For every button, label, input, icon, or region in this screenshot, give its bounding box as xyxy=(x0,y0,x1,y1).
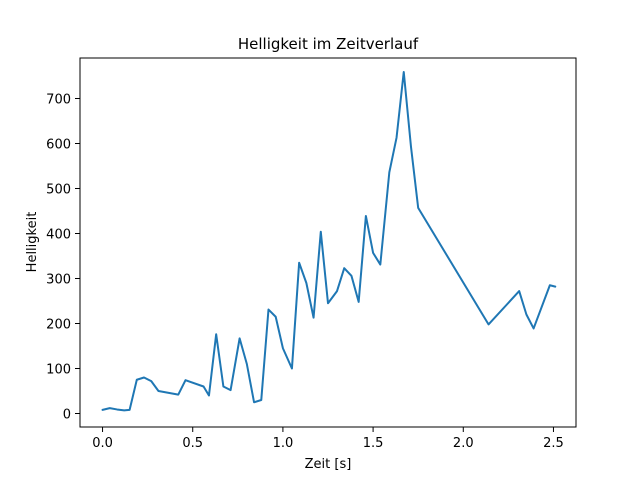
y-tick-label: 100 xyxy=(46,363,71,378)
x-tick-label: 2.5 xyxy=(543,436,564,451)
y-axis-label: Helligkeit xyxy=(25,212,40,273)
x-axis-ticks: 0.0 0.5 1.0 1.5 2.0 2.5 xyxy=(92,427,564,451)
y-tick-label: 500 xyxy=(46,183,71,198)
y-tick-label: 200 xyxy=(46,318,71,333)
series-line xyxy=(101,70,557,412)
x-tick-label: 0.5 xyxy=(182,436,203,451)
chart-title: Helligkeit im Zeitverlauf xyxy=(238,35,419,53)
y-tick-label: 300 xyxy=(46,273,71,288)
y-tick-label: 400 xyxy=(46,228,71,243)
y-tick-label: 700 xyxy=(46,93,71,108)
x-tick-label: 1.5 xyxy=(363,436,384,451)
y-axis-ticks: 0 100 200 300 400 500 600 700 xyxy=(46,93,80,423)
x-tick-label: 1.0 xyxy=(273,436,294,451)
y-tick-label: 0 xyxy=(63,408,71,423)
plot-background xyxy=(80,58,576,427)
x-axis-label: Zeit [s] xyxy=(305,457,352,472)
x-tick-label: 2.0 xyxy=(453,436,474,451)
x-tick-label: 0.0 xyxy=(92,436,113,451)
y-tick-label: 600 xyxy=(46,138,71,153)
plot-frame xyxy=(79,57,577,428)
